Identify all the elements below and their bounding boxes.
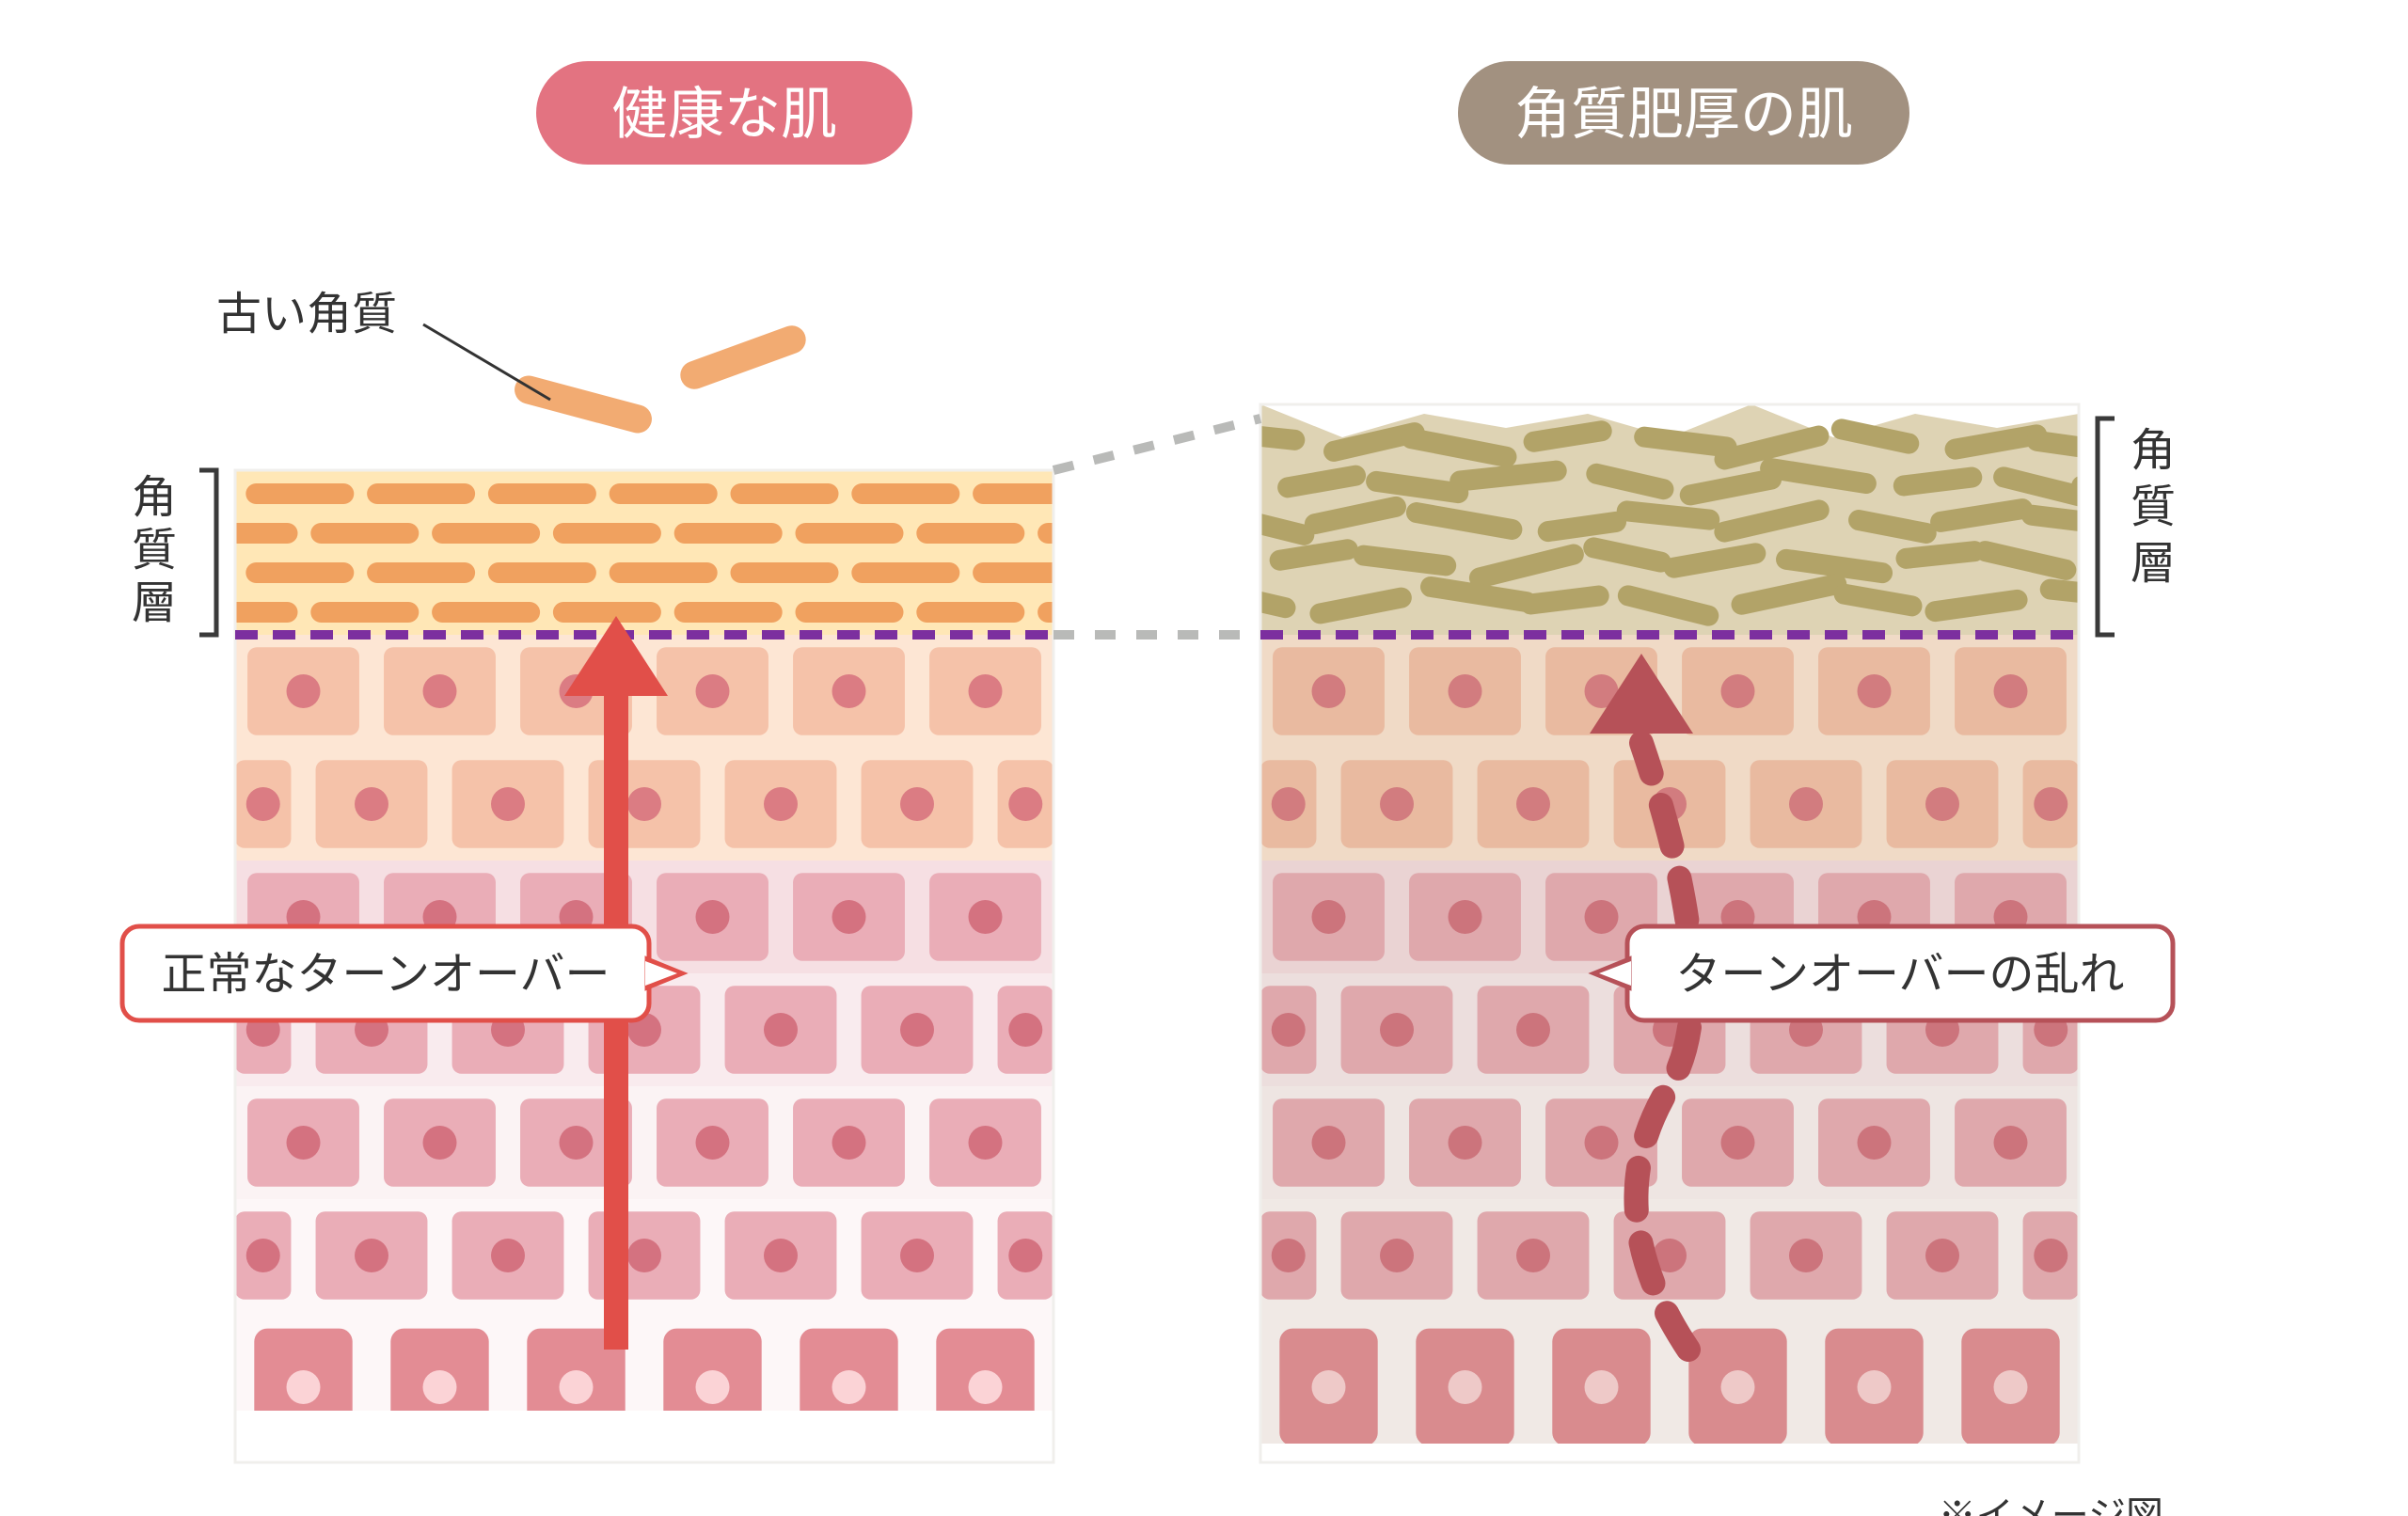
- label-old-keratin: 古い角質: [216, 290, 397, 340]
- label-stratum-thick: 角質層: [2131, 426, 2176, 589]
- title-thick: 角質肥厚の肌: [1514, 83, 1853, 146]
- bracket-icon: [199, 470, 216, 635]
- label-stratum-healthy: 角質層: [132, 473, 177, 628]
- connector-top: [1054, 418, 1260, 470]
- callout-healthy-label: 正常なターンオーバー: [161, 950, 610, 1000]
- title-healthy: 健康な肌: [611, 83, 837, 146]
- skin-diagram: 健康な肌 角質肥厚の肌正常なターンオーバー ターンオーバーの乱れ 古い角質角質層 角質層…: [0, 0, 2408, 1516]
- bracket-icon: [2098, 418, 2115, 635]
- callout-thick-label: ターンオーバーの乱れ: [1675, 950, 2124, 1000]
- caption: ※イメージ図: [1939, 1495, 2163, 1516]
- pointer-old-keratin: [423, 324, 550, 400]
